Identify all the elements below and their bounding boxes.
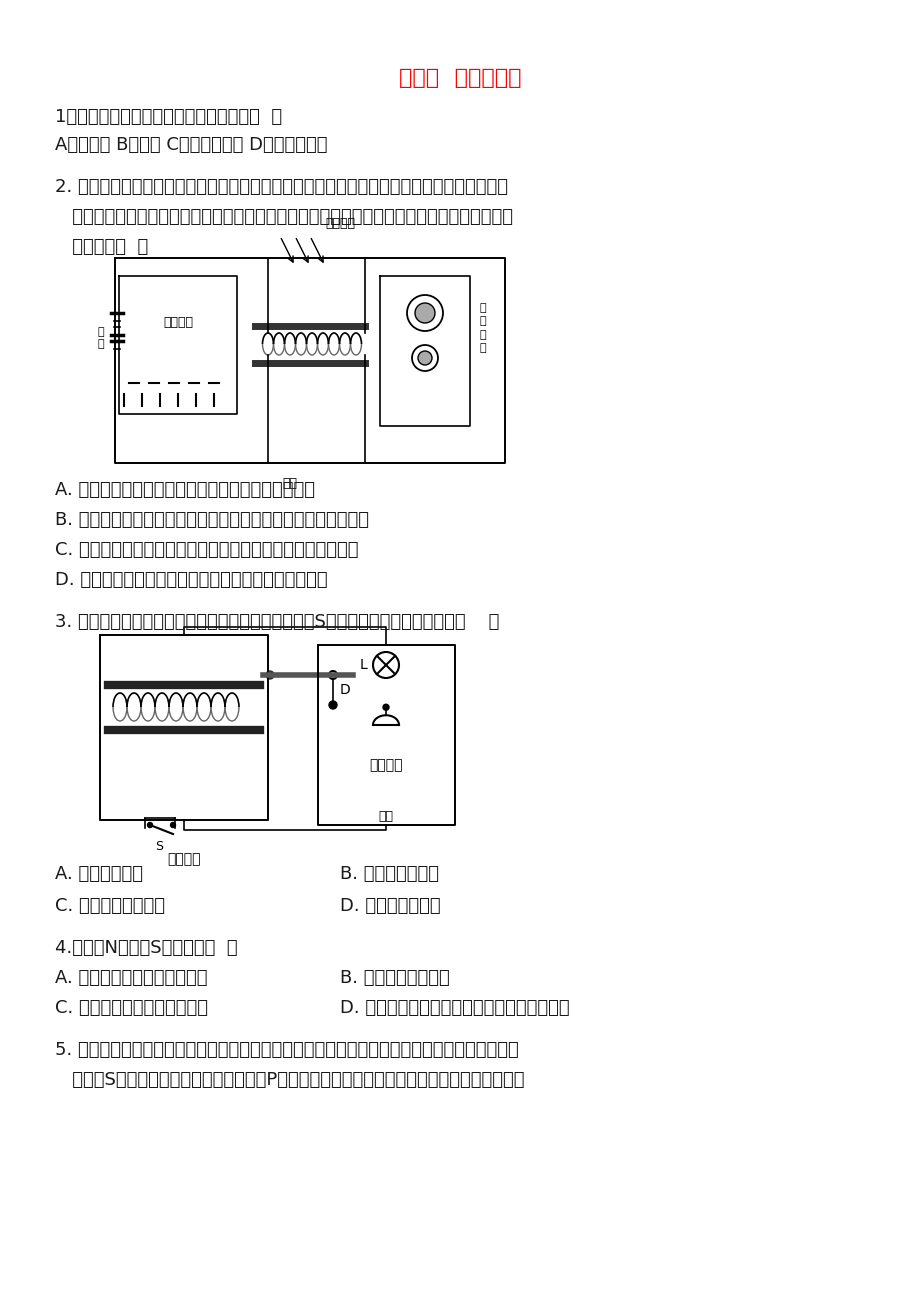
Text: D. 灯不亮，电鲎响: D. 灯不亮，电鲎响 (340, 897, 440, 915)
Text: 4.某端的N极变为S极，可以（  ）: 4.某端的N极变为S极，可以（ ） (55, 939, 237, 957)
Text: D. 若将光控开关和压力开关并联，也能起到相同的作用: D. 若将光控开关和压力开关并联，也能起到相同的作用 (55, 572, 327, 589)
Text: A. 灯亮，电鲎响: A. 灯亮，电鲎响 (55, 865, 142, 883)
Text: 正确的是（  ）: 正确的是（ ） (55, 238, 148, 256)
Text: 当开关S闭合，电路中滑动变阱器的滑片P逐渐向下移动时，条形磁铁始终保持静止，则在此过: 当开关S闭合，电路中滑动变阱器的滑片P逐渐向下移动时，条形磁铁始终保持静止，则在… (55, 1072, 524, 1088)
Text: L: L (359, 658, 368, 672)
Text: B. 机动车只要驶过埋有压力开关的路口，摄像系统就会自动拍摄: B. 机动车只要驶过埋有压力开关的路口，摄像系统就会自动拍摄 (55, 510, 369, 529)
Circle shape (170, 823, 176, 828)
Text: A. 只改变通过线圈的电流大小: A. 只改变通过线圈的电流大小 (55, 969, 208, 987)
Circle shape (329, 700, 336, 710)
Circle shape (266, 671, 274, 680)
Text: 工作电路: 工作电路 (369, 758, 403, 772)
Text: 电磁铁  电磁继电器: 电磁铁 电磁继电器 (398, 68, 521, 89)
Text: C. 只改变通过线圈的电流方向: C. 只改变通过线圈的电流方向 (55, 999, 208, 1017)
Text: 电
源: 电 源 (97, 327, 104, 349)
Text: D: D (340, 684, 350, 697)
Circle shape (382, 704, 389, 711)
Text: D. 同时改变通过线圈的电流方向和线圈的绕法: D. 同时改变通过线圈的电流方向和线圈的绕法 (340, 999, 569, 1017)
Text: 力开关受到机动车的压力会闭合，摄像系统在电路接通时可自动拍摄违章车辆。下列有关说法: 力开关受到机动车的压力会闭合，摄像系统在电路接通时可自动拍摄违章车辆。下列有关说… (55, 208, 513, 227)
Text: A、电烙铁 B、电鲎 C、电磁起重机 D、电磁继电器: A、电烙铁 B、电鲎 C、电磁起重机 D、电磁继电器 (55, 135, 327, 154)
Text: 5. 如图所示，条形磁铁置于水平桌面上，电磁铁与条形磁铁处于同一水平线放置，且左端固定，: 5. 如图所示，条形磁铁置于水平桌面上，电磁铁与条形磁铁处于同一水平线放置，且左… (55, 1042, 518, 1059)
Text: 摄
像
系
统: 摄 像 系 统 (480, 303, 486, 353)
Text: 3. 在图中所示的自动控制电路中，当控制电路的开关S闭合时，工作电路的情况是（    ）: 3. 在图中所示的自动控制电路中，当控制电路的开关S闭合时，工作电路的情况是（ … (55, 613, 499, 631)
Text: 压力开关: 压力开关 (163, 316, 193, 329)
Text: 2. 如图是拍摄机动车闯红灯的工作原理示意图。光控开关接收到红灯发出的光会自动闭合，压: 2. 如图是拍摄机动车闯红灯的工作原理示意图。光控开关接收到红灯发出的光会自动闭… (55, 178, 507, 197)
Text: B. 灯亮，电鲎不响: B. 灯亮，电鲎不响 (340, 865, 438, 883)
Text: S: S (154, 840, 163, 853)
Text: A. 只要光控开关接收到红光，摄像系统就会自动拍摄: A. 只要光控开关接收到红光，摄像系统就会自动拍摄 (55, 480, 314, 499)
Text: C. 只有光控开关和压力开关都闭合时，摄像系统才会自动拍摄: C. 只有光控开关和压力开关都闭合时，摄像系统才会自动拍摄 (55, 542, 358, 559)
Text: 电源: 电源 (378, 811, 393, 823)
Text: 电源: 电源 (282, 477, 297, 490)
Circle shape (147, 823, 153, 828)
Circle shape (414, 303, 435, 323)
Circle shape (417, 352, 432, 365)
Text: C. 灯不亮，电鲎不响: C. 灯不亮，电鲎不响 (55, 897, 165, 915)
Text: B. 只改变线圈的匠数: B. 只改变线圈的匠数 (340, 969, 449, 987)
Text: 1、下列用电器获设备中没有电磁铁的是（  ）: 1、下列用电器获设备中没有电磁铁的是（ ） (55, 108, 282, 126)
Text: 控制电路: 控制电路 (167, 852, 200, 866)
Text: 光控开关: 光控开关 (324, 217, 355, 230)
